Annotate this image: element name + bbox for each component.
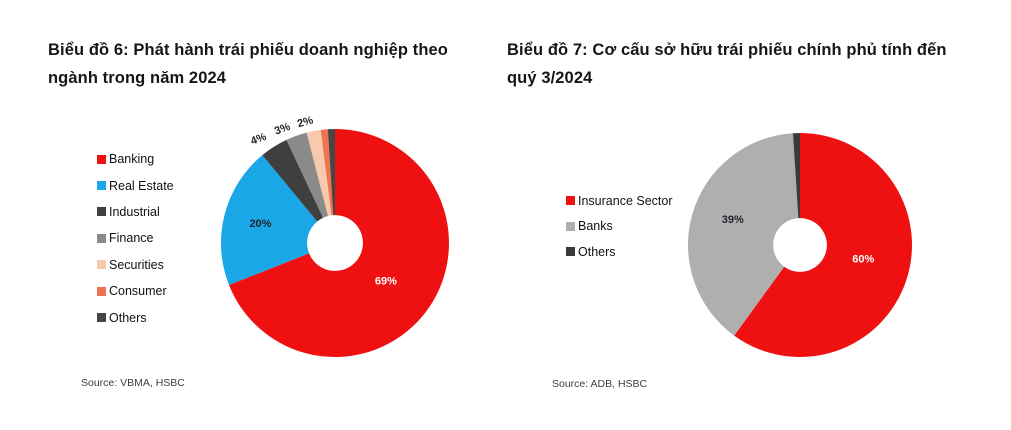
pie-data-label-real-estate: 20% — [249, 218, 271, 230]
legend-label-consumer: Consumer — [109, 284, 167, 299]
legend-swatch-others — [566, 247, 575, 257]
pie-slice-banks — [687, 133, 799, 336]
legend-label-insurance-sector: Insurance Sector — [578, 193, 673, 208]
legend-item-real-estate: Real Estate — [97, 172, 174, 198]
legend-label-others: Others — [109, 310, 147, 325]
pie-slice-consumer — [320, 129, 334, 216]
legend-swatch-banks — [566, 221, 575, 231]
legend-item-industrial: Industrial — [97, 199, 174, 225]
legend-item-securities: Securities — [97, 252, 174, 278]
chart7-title: Biểu đồ 7: Cơ cấu sở hữu trái phiếu chín… — [507, 41, 947, 87]
legend-label-banks: Banks — [578, 219, 613, 234]
legend-item-others: Others — [97, 304, 174, 330]
pie-slice-banking — [229, 129, 449, 357]
legend-swatch-real-estate — [97, 181, 106, 191]
legend-label-real-estate: Real Estate — [109, 178, 174, 193]
legend-item-insurance-sector: Insurance Sector — [566, 188, 673, 214]
legend-item-banks: Banks — [566, 214, 673, 240]
legend-swatch-others — [97, 313, 106, 323]
legend-item-banking: Banking — [97, 146, 174, 172]
pie-data-label-insurance-sector: 60% — [852, 254, 874, 266]
chart6-pie: 69% 20% 4% 3% 2% — [221, 114, 449, 357]
legend-item-consumer: Consumer — [97, 278, 174, 304]
legend-swatch-insurance-sector — [566, 196, 575, 206]
legend-item-others: Others — [566, 239, 673, 265]
pie-data-label-banks: 39% — [722, 214, 744, 226]
legend-swatch-consumer — [97, 286, 106, 296]
chart6-title: Biểu đồ 6: Phát hành trái phiếu doanh ng… — [48, 41, 448, 87]
pie-slice-securities — [306, 129, 332, 216]
legend-label-others: Others — [578, 244, 616, 259]
chart7-source: Source: ADB, HSBC — [552, 378, 648, 390]
chart7-legend: Insurance Sector Banks Others — [566, 188, 673, 265]
legend-item-finance: Finance — [97, 225, 174, 251]
chart6-source: Source: VBMA, HSBC — [81, 377, 185, 389]
legend-swatch-banking — [97, 154, 106, 164]
pie-data-label-banking: 69% — [375, 276, 397, 288]
chart7-pie: 60% 39% — [687, 133, 912, 357]
legend-swatch-finance — [97, 233, 106, 243]
pie-slice-insurance-sector — [734, 133, 912, 357]
pie-data-label-industrial: 4% — [249, 131, 268, 148]
pie-slice-finance — [286, 132, 329, 218]
legend-label-finance: Finance — [109, 231, 154, 246]
legend-label-industrial: Industrial — [109, 204, 160, 219]
legend-label-banking: Banking — [109, 152, 155, 167]
legend-label-securities: Securities — [109, 257, 164, 272]
pie-data-label-finance: 3% — [273, 121, 292, 138]
chart6-legend: Banking Real Estate Industrial Finance Secur… — [97, 146, 174, 331]
legend-swatch-securities — [97, 260, 106, 270]
pie-data-label-securities: 2% — [296, 114, 315, 130]
pie-slice-industrial — [262, 139, 324, 222]
pie-slice-others — [327, 129, 335, 216]
pie-slice-others — [792, 133, 800, 219]
legend-swatch-industrial — [97, 207, 106, 217]
pie-slice-real-estate — [221, 155, 318, 285]
